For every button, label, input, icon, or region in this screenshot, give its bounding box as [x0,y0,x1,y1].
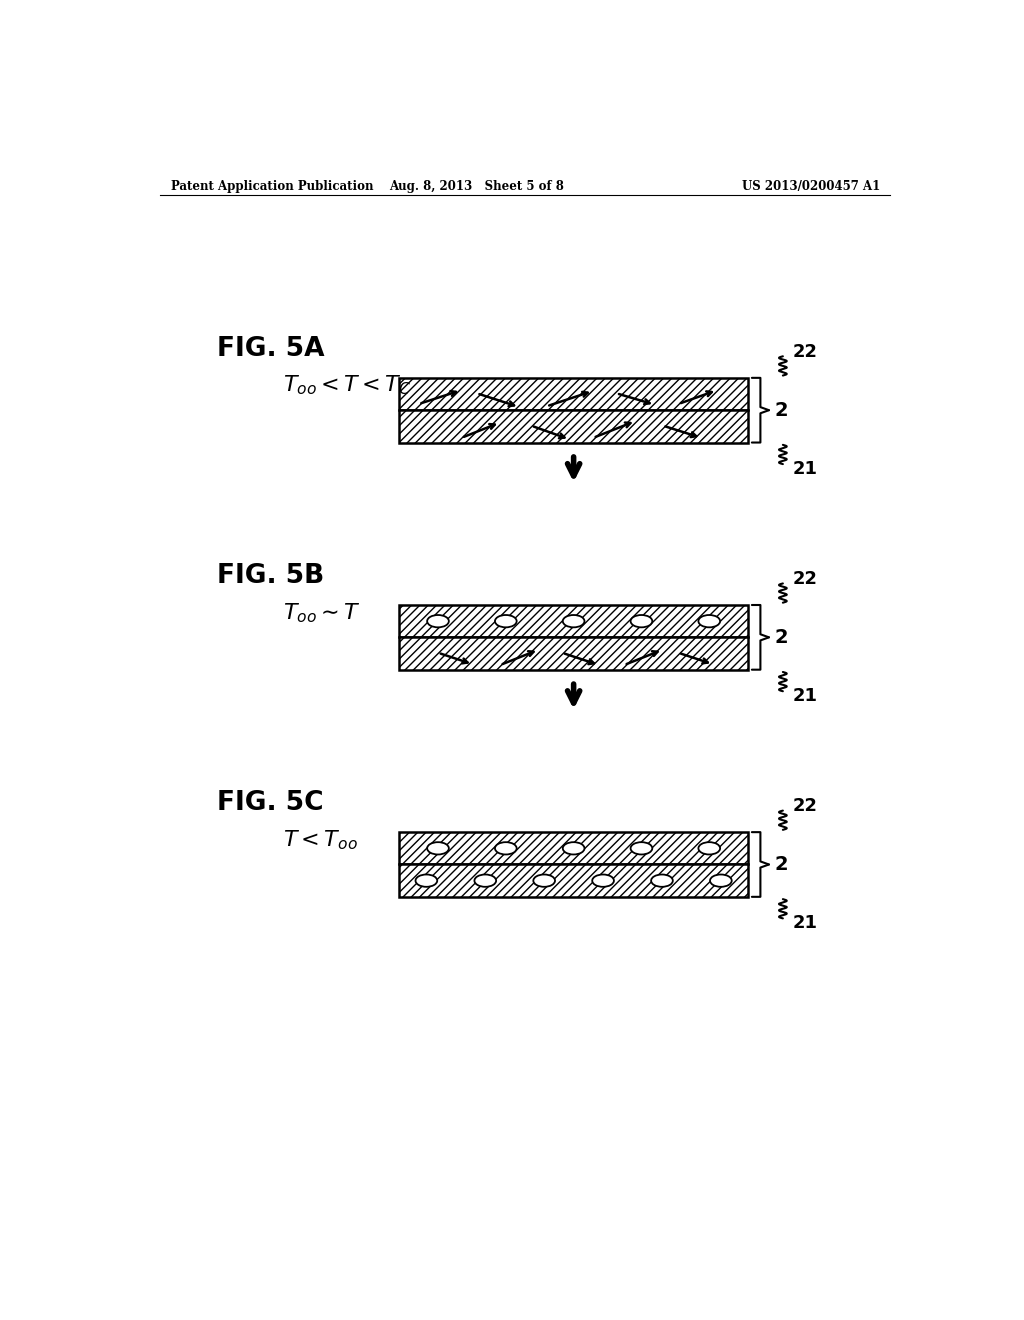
Ellipse shape [474,874,496,887]
Text: 22: 22 [793,570,818,587]
Text: FIG. 5C: FIG. 5C [217,789,324,816]
Text: US 2013/0200457 A1: US 2013/0200457 A1 [741,180,880,193]
Bar [399,378,748,411]
Ellipse shape [534,874,555,887]
Ellipse shape [631,842,652,854]
Text: 2: 2 [774,628,788,647]
Ellipse shape [563,615,585,627]
Text: 21: 21 [793,459,818,478]
Ellipse shape [495,615,517,627]
Text: $T_{oo}{\sim}T$: $T_{oo}{\sim}T$ [283,601,360,624]
Text: 21: 21 [793,686,818,705]
Text: $T<T_{oo}$: $T<T_{oo}$ [283,828,357,851]
Ellipse shape [631,615,652,627]
Text: $T_{oo}<T<T_C$: $T_{oo}<T<T_C$ [283,374,411,397]
Ellipse shape [651,874,673,887]
Ellipse shape [592,874,614,887]
Ellipse shape [710,874,732,887]
Ellipse shape [427,615,449,627]
Text: 2: 2 [774,401,788,420]
Bar [399,865,748,896]
Bar [399,605,748,638]
Bar [399,832,748,865]
Ellipse shape [698,842,720,854]
Ellipse shape [495,842,517,854]
Text: 2: 2 [774,855,788,874]
Text: Aug. 8, 2013   Sheet 5 of 8: Aug. 8, 2013 Sheet 5 of 8 [389,180,564,193]
Text: 22: 22 [793,343,818,360]
Text: FIG. 5A: FIG. 5A [217,335,325,362]
Ellipse shape [563,842,585,854]
Ellipse shape [427,842,449,854]
Ellipse shape [698,615,720,627]
Text: 22: 22 [793,797,818,814]
Text: Patent Application Publication: Patent Application Publication [171,180,373,193]
Bar [399,411,748,442]
Bar [399,638,748,669]
Text: 21: 21 [793,913,818,932]
Ellipse shape [416,874,437,887]
Text: FIG. 5B: FIG. 5B [217,562,325,589]
